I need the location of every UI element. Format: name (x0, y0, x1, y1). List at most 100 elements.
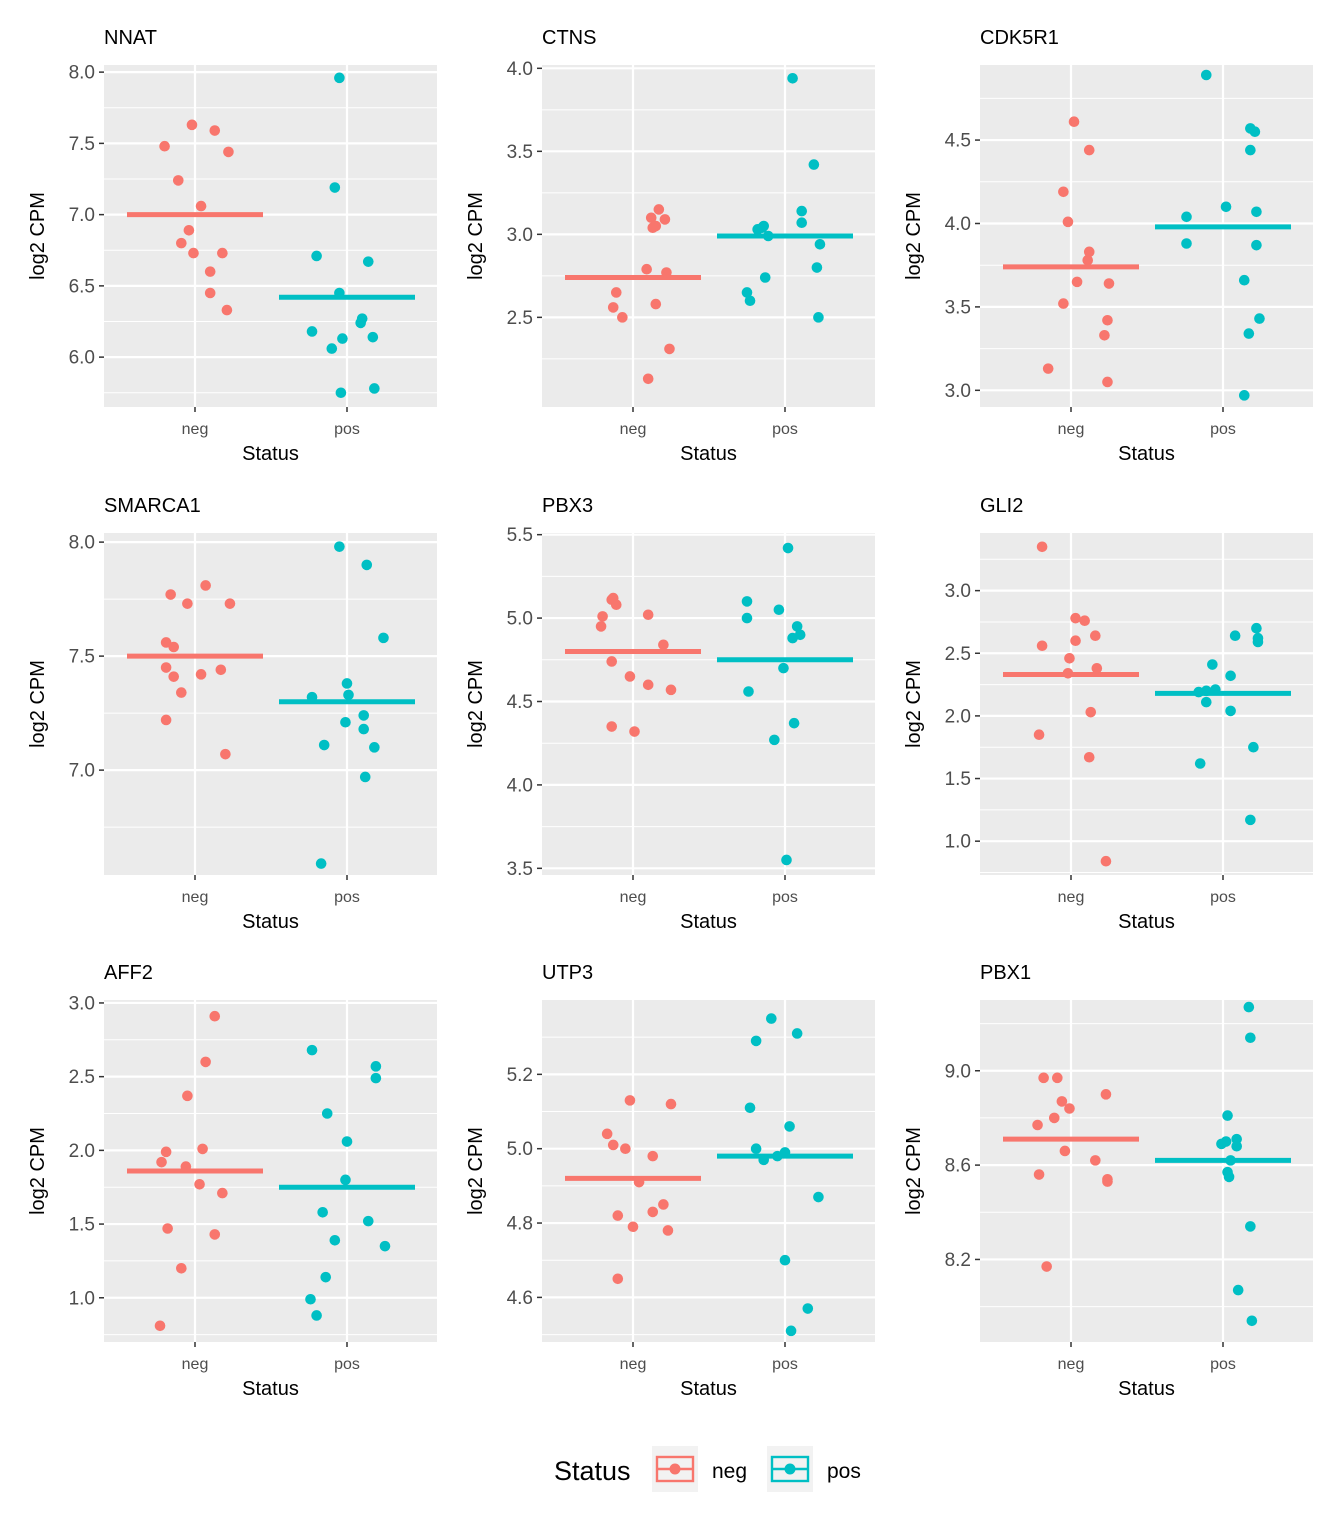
data-point-pos (305, 1293, 316, 1305)
panel-title: PBX3 (542, 495, 593, 517)
data-point-neg (194, 1178, 205, 1190)
facet-panel-aff2: 1.0 1.5 2.0 2.5 3.0 neg pos AFF2 Status log2 CPM (27, 962, 437, 1400)
data-point-pos (317, 1206, 328, 1218)
legend-label-pos: pos (827, 1460, 861, 1483)
data-point-neg (200, 580, 211, 591)
data-point-pos (1207, 659, 1218, 670)
data-point-neg (154, 1320, 166, 1332)
data-point-neg (610, 599, 622, 611)
data-point-pos (741, 612, 753, 624)
data-point-neg (1071, 276, 1083, 288)
data-point-pos (341, 678, 353, 689)
data-point-neg (1102, 376, 1113, 388)
data-point-neg (220, 748, 231, 760)
data-point-neg (627, 1221, 639, 1233)
data-point-pos (802, 1303, 814, 1314)
data-point-neg (650, 298, 662, 310)
data-point-pos (306, 691, 318, 703)
y-tick-label: 9.0 (945, 1061, 971, 1082)
data-point-pos (1238, 274, 1250, 286)
facet-panel-ctns: 2.5 3.0 3.5 4.0 neg pos CTNS Status log2 CPM (465, 27, 875, 465)
panel-background (542, 533, 875, 875)
data-point-pos (337, 333, 348, 344)
data-point-neg (1056, 1096, 1068, 1107)
data-point-pos (1200, 69, 1212, 81)
data-point-neg (1070, 612, 1081, 624)
data-point-pos (808, 159, 820, 170)
data-point-neg (1083, 246, 1095, 258)
y-tick-label: 1.0 (69, 1288, 95, 1309)
data-point-pos (359, 771, 371, 783)
y-tick-label: 3.5 (945, 297, 971, 318)
data-point-pos (782, 542, 794, 554)
panel-background (980, 533, 1313, 875)
data-point-pos (773, 604, 785, 616)
x-axis-title: Status (680, 911, 737, 933)
x-tick-label: pos (1210, 889, 1236, 906)
legend-label-neg: neg (712, 1460, 747, 1483)
data-point-neg (1083, 751, 1095, 763)
data-point-neg (607, 302, 619, 313)
y-tick-label: 3.0 (945, 381, 971, 402)
data-point-pos (358, 710, 370, 721)
y-tick-label: 3.5 (507, 859, 533, 880)
data-point-pos (741, 287, 753, 298)
data-point-neg (617, 312, 628, 323)
data-point-pos (1181, 238, 1192, 249)
panel-title: GLI2 (980, 495, 1023, 517)
data-point-pos (1220, 201, 1232, 213)
x-tick-label: neg (182, 421, 209, 438)
data-point-pos (369, 383, 380, 394)
data-point-neg (642, 609, 654, 621)
data-point-neg (200, 1056, 211, 1068)
x-tick-label: neg (1058, 889, 1085, 906)
y-tick-label: 3.0 (507, 225, 533, 246)
data-point-pos (1251, 206, 1262, 218)
data-point-pos (340, 716, 351, 728)
data-point-pos (326, 343, 338, 354)
y-axis-title: log2 CPM (903, 1127, 925, 1215)
x-axis-title: Status (1118, 443, 1175, 465)
y-tick-label: 2.0 (945, 706, 971, 727)
data-point-neg (1068, 116, 1080, 128)
data-point-pos (334, 72, 345, 84)
data-point-neg (224, 598, 236, 609)
y-tick-label: 2.5 (945, 644, 971, 665)
data-point-pos (796, 217, 808, 229)
data-point-neg (612, 1273, 624, 1285)
data-point-neg (1090, 630, 1101, 642)
data-point-neg (597, 611, 608, 622)
data-point-neg (642, 679, 654, 691)
data-point-pos (1249, 126, 1261, 138)
data-point-neg (650, 220, 662, 232)
data-point-pos (1200, 685, 1212, 697)
x-tick-label: pos (772, 1356, 798, 1373)
data-point-pos (335, 387, 347, 399)
panel-title: PBX1 (980, 962, 1031, 984)
data-point-neg (1042, 363, 1054, 374)
y-tick-label: 4.0 (507, 59, 533, 80)
data-point-neg (186, 119, 198, 131)
y-tick-label: 4.5 (507, 692, 533, 713)
data-point-pos (355, 317, 366, 329)
data-point-pos (743, 686, 754, 697)
y-tick-label: 1.0 (945, 832, 971, 853)
y-tick-label: 6.5 (69, 276, 95, 297)
data-point-pos (814, 239, 826, 250)
y-tick-label: 8.2 (945, 1250, 971, 1271)
data-point-pos (781, 854, 792, 866)
data-point-pos (750, 1035, 762, 1047)
panel-title: UTP3 (542, 962, 593, 984)
y-axis-title: log2 CPM (27, 192, 49, 280)
data-point-neg (1064, 1103, 1075, 1114)
x-axis-title: Status (680, 443, 737, 465)
data-point-pos (367, 331, 379, 343)
data-point-pos (1232, 1284, 1244, 1296)
data-point-neg (180, 1161, 192, 1172)
panel-title: AFF2 (104, 962, 153, 984)
data-point-pos (1238, 390, 1250, 401)
data-point-neg (195, 669, 207, 680)
data-point-neg (217, 247, 228, 259)
data-point-pos (787, 72, 798, 84)
data-point-pos (741, 596, 753, 607)
